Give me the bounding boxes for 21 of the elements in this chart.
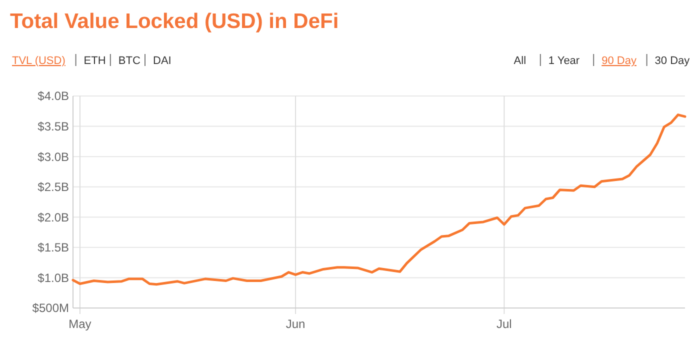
y-tick-label: $2.0B	[38, 210, 69, 224]
y-tick-label: $4.0B	[38, 89, 69, 104]
y-tick-label: $2.5B	[38, 180, 69, 194]
y-tick-label: $500M	[32, 301, 69, 316]
y-tick-label: $1.0B	[38, 270, 69, 285]
y-tick-label: $3.5B	[38, 119, 69, 134]
text: DAI	[153, 55, 172, 67]
x-tick-label: May	[68, 317, 92, 331]
x-tick-label: Jun	[286, 317, 306, 331]
x-tick-label: Jul	[496, 317, 512, 331]
y-tick-label: $1.5B	[38, 240, 69, 255]
y-tick-label: $3.0B	[38, 150, 69, 164]
text: 30 Day	[654, 55, 690, 67]
text: 90 Day	[602, 55, 637, 67]
text: TVL (USD)	[12, 55, 66, 67]
text: BTC	[118, 55, 140, 67]
line-series	[72, 114, 686, 286]
chart-title: Total Value Locked (USD) in DeFi	[10, 10, 339, 33]
text: All	[514, 55, 526, 67]
text: 1 Year	[548, 55, 580, 67]
text: ETH	[84, 55, 106, 67]
